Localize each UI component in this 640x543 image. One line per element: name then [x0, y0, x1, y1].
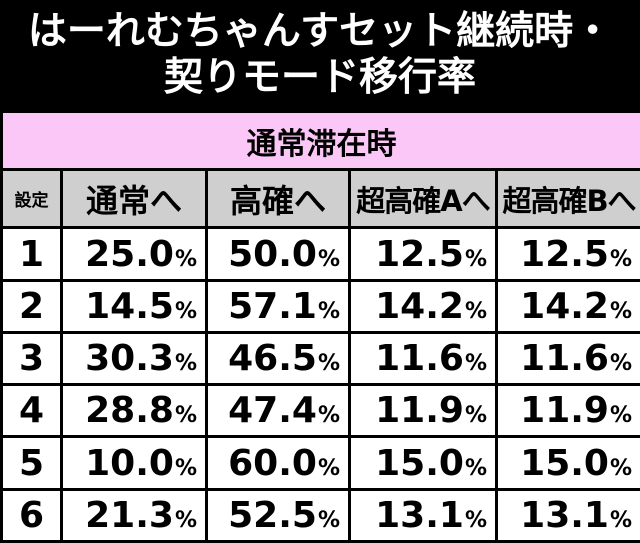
title-line-1: はーれむちゃんすセット継続時・	[27, 9, 613, 54]
rate-cell-to-super-b: 14.2%	[494, 278, 640, 334]
rate-cell-to-super-b: 13.1%	[494, 487, 640, 543]
rate-cell-to-super-b: 12.5%	[494, 226, 640, 282]
setting-cell: 5	[0, 435, 63, 491]
rate-cell-to-high: 57.1%	[205, 278, 351, 334]
rate-value: 14.2	[375, 285, 464, 327]
rate-cell-to-super-a: 15.0%	[348, 435, 498, 491]
section-label: 通常滞在時	[0, 109, 640, 172]
transition-rate-table: 通常滞在時 設定 通常へ 高確へ 超高確Aへ 超高確Bへ 1 25.0% 50.0%…	[0, 109, 640, 543]
percent-sign: %	[464, 298, 487, 324]
rate-value: 15.0	[375, 442, 464, 484]
header-to-normal: 通常へ	[60, 168, 208, 230]
rate-value: 12.5	[520, 233, 609, 275]
title-line-2: 契りモード移行率	[163, 55, 476, 100]
setting-cell: 4	[0, 383, 63, 439]
rate-cell-to-normal: 14.5%	[60, 278, 208, 334]
percent-sign: %	[609, 507, 633, 533]
rate-cell-to-super-a: 14.2%	[348, 278, 498, 334]
percent-sign: %	[464, 507, 487, 533]
rate-cell-to-super-b: 11.6%	[494, 330, 640, 387]
rate-cell-to-normal: 10.0%	[60, 435, 208, 491]
header-to-super-b: 超高確Bへ	[494, 168, 640, 230]
table-row: 1 25.0% 50.0% 12.5% 12.5%	[0, 226, 640, 282]
rate-cell-to-normal: 25.0%	[60, 226, 208, 282]
rate-value: 57.1	[228, 285, 317, 327]
rate-cell-to-super-b: 11.9%	[494, 383, 640, 439]
percent-sign: %	[174, 455, 197, 481]
rate-value: 46.5	[228, 338, 317, 380]
header-to-high: 高確へ	[205, 168, 351, 230]
rate-cell-to-normal: 28.8%	[60, 383, 208, 439]
rate-cell-to-super-a: 13.1%	[348, 487, 498, 543]
percent-sign: %	[464, 403, 487, 429]
percent-sign: %	[174, 246, 197, 272]
percent-sign: %	[317, 298, 340, 324]
rate-value: 50.0	[228, 233, 317, 275]
header-setting: 設定	[0, 168, 63, 230]
table-row: 4 28.8% 47.4% 11.9% 11.9%	[0, 383, 640, 439]
rate-value: 14.2	[520, 285, 609, 327]
rate-cell-to-super-b: 15.0%	[494, 435, 640, 491]
rate-value: 10.0	[85, 442, 174, 484]
setting-cell: 6	[0, 487, 63, 543]
percent-sign: %	[609, 351, 633, 377]
percent-sign: %	[464, 455, 487, 481]
rate-cell-to-normal: 21.3%	[60, 487, 208, 543]
percent-sign: %	[174, 403, 197, 429]
rate-cell-to-high: 46.5%	[205, 330, 351, 387]
rate-value: 11.9	[375, 390, 464, 432]
section-row: 通常滞在時	[0, 109, 640, 172]
header-to-super-a: 超高確Aへ	[348, 168, 498, 230]
rate-value: 14.5	[85, 285, 174, 327]
percent-sign: %	[609, 298, 633, 324]
rate-value: 60.0	[228, 442, 317, 484]
percent-sign: %	[317, 455, 340, 481]
table-row: 2 14.5% 57.1% 14.2% 14.2%	[0, 278, 640, 334]
rate-value: 47.4	[228, 390, 317, 432]
percent-sign: %	[317, 403, 340, 429]
rate-cell-to-high: 60.0%	[205, 435, 351, 491]
rate-value: 11.9	[520, 390, 609, 432]
rate-cell-to-super-a: 11.6%	[348, 330, 498, 387]
rate-cell-to-super-a: 12.5%	[348, 226, 498, 282]
table-body: 1 25.0% 50.0% 12.5% 12.5% 2 14.5% 57.1% 14.2% 14.…	[0, 226, 640, 543]
percent-sign: %	[174, 507, 197, 533]
rate-value: 21.3	[85, 494, 174, 536]
rate-cell-to-super-a: 11.9%	[348, 383, 498, 439]
setting-cell: 1	[0, 226, 63, 282]
percent-sign: %	[174, 351, 197, 377]
percent-sign: %	[609, 246, 633, 272]
rate-value: 15.0	[520, 442, 609, 484]
rate-value: 13.1	[520, 494, 609, 536]
table-row: 5 10.0% 60.0% 15.0% 15.0%	[0, 435, 640, 491]
rate-cell-to-high: 47.4%	[205, 383, 351, 439]
rate-value: 25.0	[85, 233, 174, 275]
setting-cell: 2	[0, 278, 63, 334]
percent-sign: %	[464, 246, 487, 272]
title-banner: はーれむちゃんすセット継続時・ 契りモード移行率	[0, 0, 640, 110]
rate-value: 52.5	[228, 494, 317, 536]
rate-value: 12.5	[375, 233, 464, 275]
percent-sign: %	[317, 246, 340, 272]
percent-sign: %	[317, 351, 340, 377]
rate-value: 11.6	[375, 338, 464, 380]
setting-cell: 3	[0, 330, 63, 387]
rate-cell-to-normal: 30.3%	[60, 330, 208, 387]
rate-cell-to-high: 52.5%	[205, 487, 351, 543]
rate-value: 13.1	[375, 494, 464, 536]
rate-cell-to-high: 50.0%	[205, 226, 351, 282]
percent-sign: %	[317, 507, 340, 533]
percent-sign: %	[609, 455, 633, 481]
rate-value: 11.6	[520, 338, 609, 380]
percent-sign: %	[174, 298, 197, 324]
rate-value: 28.8	[85, 390, 174, 432]
table-row: 3 30.3% 46.5% 11.6% 11.6%	[0, 330, 640, 387]
percent-sign: %	[464, 351, 487, 377]
table-row: 6 21.3% 52.5% 13.1% 13.1%	[0, 487, 640, 543]
percent-sign: %	[609, 403, 633, 429]
header-row: 設定 通常へ 高確へ 超高確Aへ 超高確Bへ	[0, 168, 640, 230]
rate-value: 30.3	[85, 338, 174, 380]
